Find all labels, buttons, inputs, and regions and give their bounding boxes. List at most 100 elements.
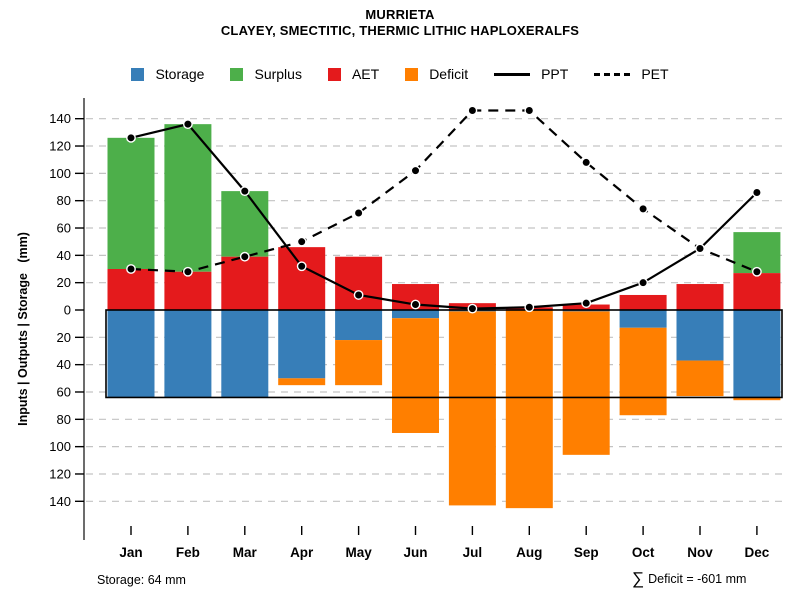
aet-bar-oct <box>619 294 667 310</box>
legend-solid-line-icon <box>494 72 531 76</box>
x-tick-label-nov: Nov <box>687 545 713 560</box>
storage-bar-feb <box>164 310 212 398</box>
ppt-point-aug <box>524 302 535 313</box>
ppt-line <box>130 122 758 310</box>
y-tick-label: 20 <box>57 275 71 290</box>
legend-item-deficit: Deficit <box>405 66 468 82</box>
y-tick-label: 140 <box>49 494 71 509</box>
storage-bar-nov <box>676 310 724 361</box>
legend-label-storage: Storage <box>155 66 205 82</box>
x-tick-label-may: May <box>345 545 372 560</box>
storage-bar-jun <box>392 310 439 319</box>
pet-point-may <box>353 208 364 218</box>
x-tick-label-jun: Jun <box>403 545 427 560</box>
bars <box>107 124 781 509</box>
deficit-bar-oct <box>619 327 667 416</box>
x-axis: Jan Feb Mar Apr May Jun Jul Aug Sep Oct Nov Dec <box>119 526 770 560</box>
legend-label-surplus: Surplus <box>254 66 302 82</box>
aet-bar-jan <box>107 269 155 310</box>
ppt-point-jun <box>410 299 421 310</box>
x-tick-label-apr: Apr <box>290 545 314 560</box>
legend-swatch-storage-icon <box>131 67 145 81</box>
x-tick-label-feb: Feb <box>176 545 200 560</box>
legend-label-pet: PET <box>641 66 669 82</box>
y-tick-label: 140 <box>49 111 71 126</box>
y-tick-label: 20 <box>57 330 71 345</box>
aet-bar-dec <box>733 273 781 310</box>
storage-bar-dec <box>733 310 781 398</box>
y-tick-label: 120 <box>49 466 71 481</box>
legend-label-aet: AET <box>351 66 380 82</box>
pet-point-jan <box>126 264 136 274</box>
legend-item-ppt: PPT <box>494 66 568 82</box>
ppt-point-apr <box>296 261 307 272</box>
ppt-point-nov <box>695 243 705 254</box>
deficit-sum-note: ∑ Deficit = -601 mm <box>632 570 746 587</box>
y-axis: 140 120 100 80 60 40 20 0 20 40 60 80 100 120 140 <box>49 98 85 540</box>
storage-bar-may <box>335 310 383 341</box>
aet-bar-feb <box>164 271 212 310</box>
deficit-bar-jul <box>448 311 496 506</box>
x-tick-label-jul: Jul <box>463 545 483 560</box>
aet-bar-may <box>335 256 383 310</box>
pet-point-mar <box>239 251 250 262</box>
chart-title: MURRIETA <box>365 7 435 22</box>
legend-swatch-surplus-icon <box>230 67 244 81</box>
pet-markers <box>126 105 762 277</box>
y-tick-label: 40 <box>57 357 71 372</box>
x-tick-label-jan: Jan <box>119 545 142 560</box>
x-tick-label-sep: Sep <box>574 545 599 560</box>
pet-point-feb <box>182 266 193 277</box>
storage-note: Storage: 64 mm <box>97 573 186 587</box>
surplus-bar-mar <box>221 191 269 257</box>
legend-label-deficit: Deficit <box>429 66 469 82</box>
ppt-point-feb <box>182 119 193 130</box>
x-tick-label-aug: Aug <box>516 545 542 560</box>
aet-bar-mar <box>221 256 269 310</box>
ppt-point-may <box>353 290 364 300</box>
chart-subtitle: CLAYEY, SMECTITIC, THERMIC LITHIC HAPLOX… <box>220 23 580 38</box>
pet-point-jun <box>410 165 421 176</box>
ppt-point-jul <box>467 303 478 314</box>
surplus-bar-feb <box>164 124 212 272</box>
y-axis-title: Inputs | Outputs | Storage (mm) <box>16 232 30 426</box>
legend-item-storage: Storage <box>131 66 204 82</box>
deficit-bar-dec <box>733 397 781 401</box>
ppt-point-oct <box>638 277 648 288</box>
y-tick-label: 100 <box>49 166 71 181</box>
y-tick-label: 60 <box>57 384 71 399</box>
storage-bar-mar <box>221 310 269 398</box>
pet-point-oct <box>638 203 648 214</box>
pet-point-apr <box>296 236 307 247</box>
y-tick-label: 0 <box>64 303 71 318</box>
y-tick-label: 80 <box>57 193 71 208</box>
storage-bar-jan <box>107 310 155 398</box>
ppt-point-jan <box>126 132 136 143</box>
legend-item-surplus: Surplus <box>230 66 302 82</box>
deficit-bar-apr <box>278 378 326 386</box>
legend-swatch-deficit-icon <box>405 67 419 81</box>
pet-point-aug <box>524 105 535 116</box>
legend-item-aet: AET <box>327 66 380 82</box>
pet-point-jul <box>467 105 478 116</box>
y-tick-label: 60 <box>57 221 71 236</box>
legend: Storage Surplus AET Deficit PPT PET <box>0 66 800 82</box>
ppt-point-dec <box>752 187 762 198</box>
y-tick-label: 80 <box>57 412 71 427</box>
surplus-bar-dec <box>733 232 781 274</box>
storage-bar-oct <box>619 310 667 328</box>
sigma-symbol: ∑ <box>632 569 645 588</box>
legend-swatch-aet-icon <box>327 67 341 81</box>
surplus-bar-jan <box>107 137 155 270</box>
y-tick-label: 100 <box>49 439 71 454</box>
y-tick-label: 120 <box>49 139 71 154</box>
x-tick-label-oct: Oct <box>632 545 655 560</box>
aet-bar-apr <box>278 247 326 310</box>
deficit-sum-text: Deficit = -601 mm <box>648 571 747 586</box>
x-tick-label-mar: Mar <box>233 545 258 560</box>
deficit-bar-jun <box>392 318 439 433</box>
ppt-point-mar <box>239 186 250 197</box>
pet-point-dec <box>752 266 762 277</box>
aet-bar-nov <box>676 284 724 310</box>
